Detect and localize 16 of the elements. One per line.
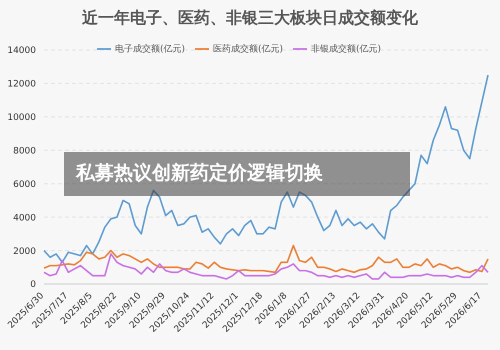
legend-label: 电子成交额(亿元)	[114, 44, 185, 54]
line-series	[43, 74, 489, 264]
chart-title: 近一年电子、医药、非银三大板块日成交额变化	[81, 8, 419, 29]
y-tick-label: 10000	[7, 113, 36, 124]
line-series	[43, 253, 489, 280]
y-tick-label: 4000	[13, 213, 36, 224]
legend-label: 非银成交额(亿元)	[311, 44, 382, 54]
legend-label: 医药成交额(亿元)	[212, 44, 284, 54]
y-tick-label: 6000	[13, 180, 36, 190]
annotation: 私募热议创新药定价逻辑切换	[76, 161, 323, 185]
y-tick-label: 12000	[7, 80, 36, 90]
y-tick-label: 8000	[13, 146, 36, 156]
y-tick-label: 0	[30, 280, 36, 290]
line-series	[43, 244, 489, 274]
y-tick-label: 2000	[13, 246, 36, 257]
y-tick-label: 14000	[7, 46, 36, 56]
